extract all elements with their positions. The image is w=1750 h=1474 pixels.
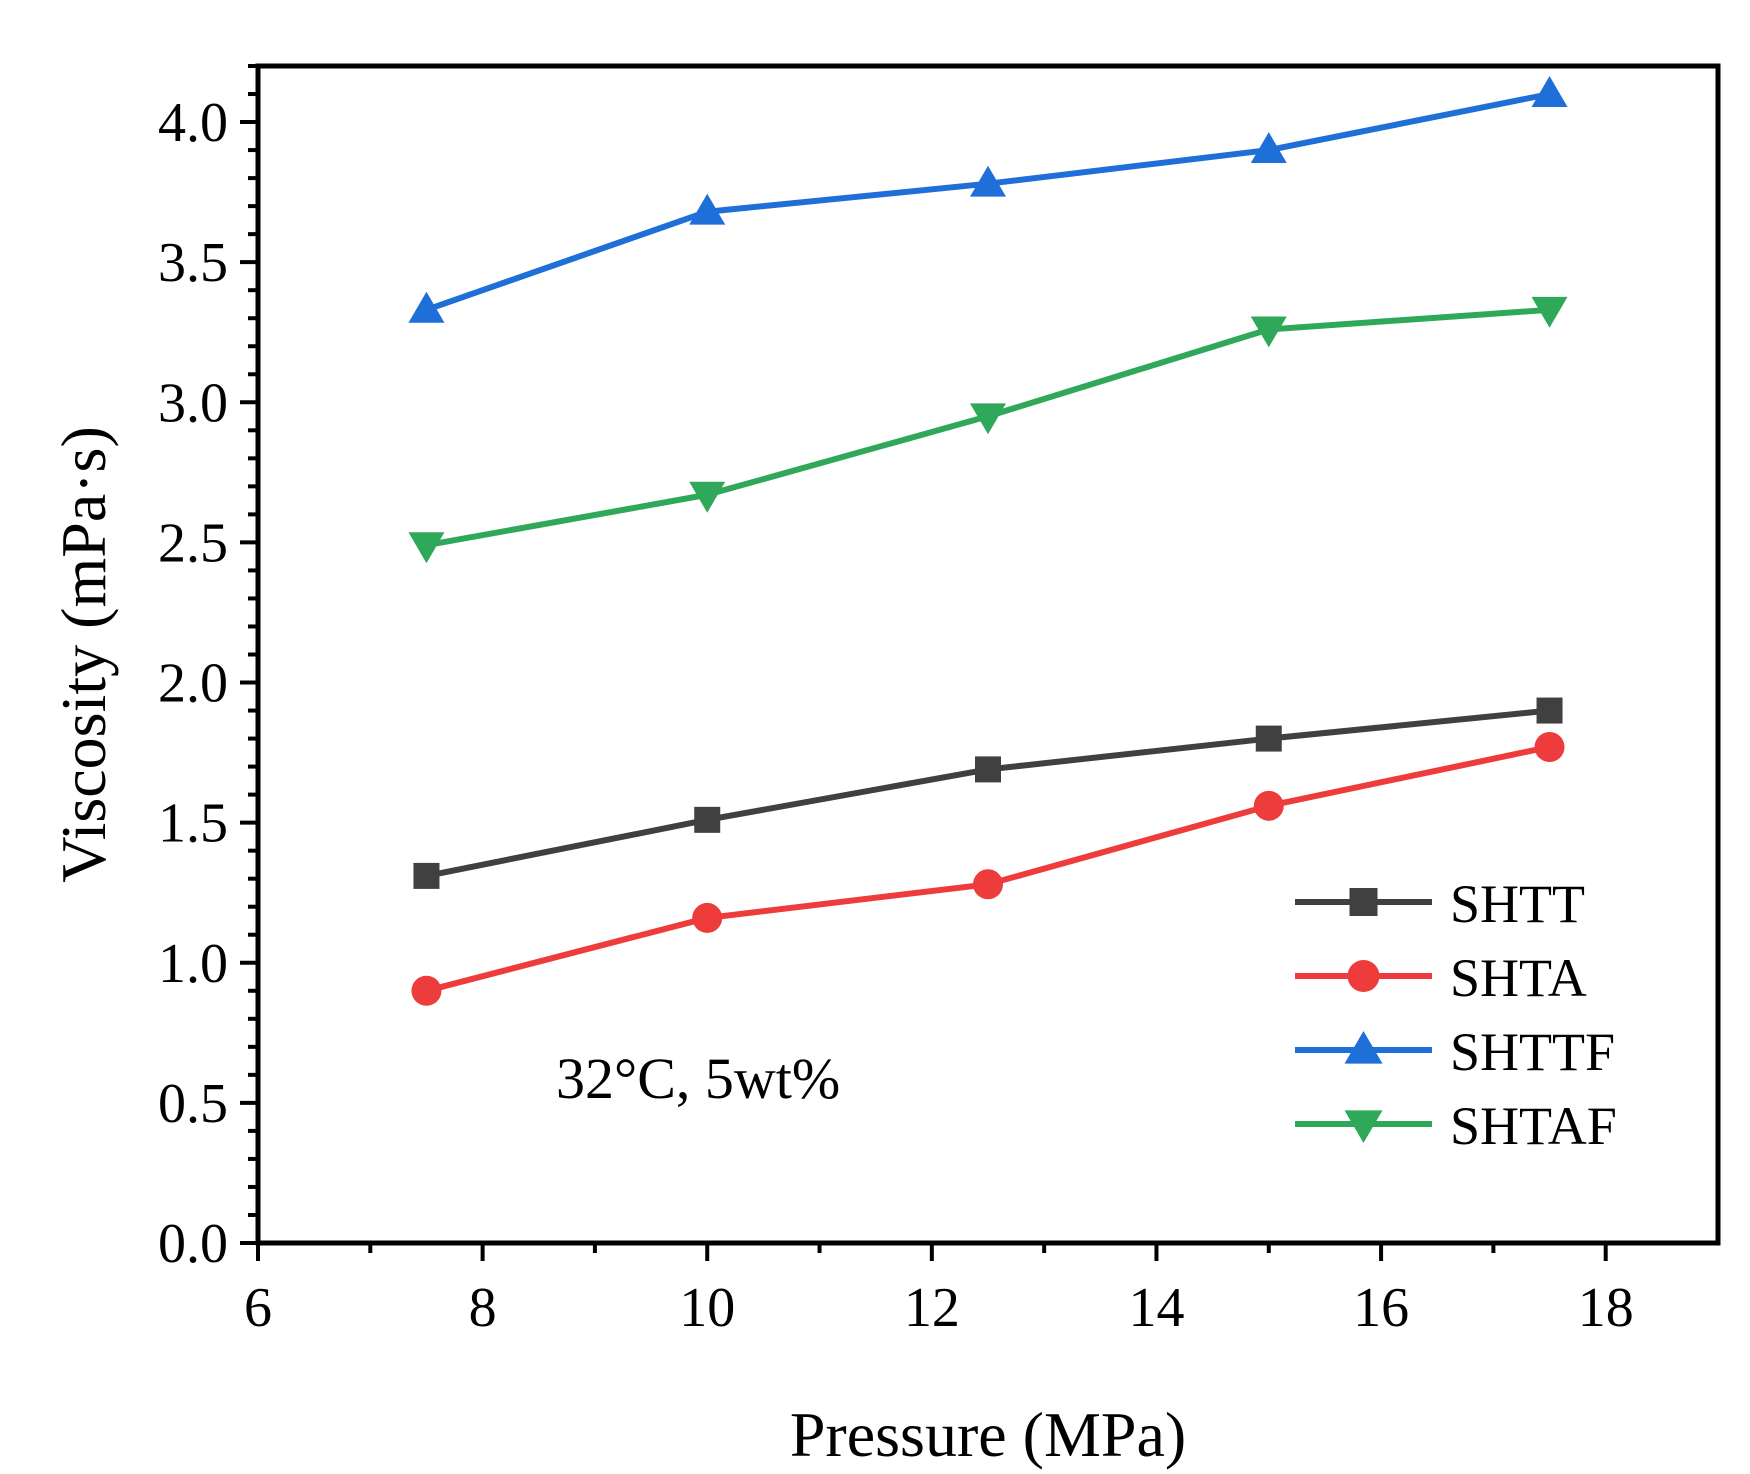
legend-marker (1344, 1110, 1383, 1143)
ticks-layer: 6 8 10 12 14 16 18 0.0 0.5 1.0 1.5 2.0 2.5 3.0 3.5 4.0 (158, 64, 1634, 1339)
series-shtaf (408, 296, 1568, 564)
data-point (689, 481, 726, 513)
y-tick-label: 2.5 (158, 512, 228, 574)
series-shtt (413, 697, 1563, 889)
x-tick-label: 6 (244, 1277, 272, 1339)
y-tick-label: 0.5 (158, 1073, 228, 1135)
x-tick-label: 14 (1128, 1277, 1184, 1339)
data-point (411, 975, 442, 1006)
y-tick-label: 4.0 (158, 92, 228, 154)
legend-label: SHTA (1450, 948, 1587, 1008)
legend-marker (1344, 1031, 1383, 1064)
y-axis-title: Viscosity (mPa·s) (48, 426, 119, 883)
data-point (970, 403, 1006, 435)
y-tick-label: 3.0 (158, 372, 228, 434)
x-tick-label: 10 (679, 1277, 735, 1339)
data-point (1531, 296, 1568, 328)
data-point (1534, 731, 1565, 762)
series-shta (411, 731, 1565, 1006)
legend-label: SHTT (1450, 874, 1585, 934)
y-tick-label: 1.0 (158, 933, 228, 995)
data-point (970, 165, 1006, 197)
data-point (1253, 790, 1284, 821)
data-point (1250, 316, 1287, 348)
data-point (1255, 725, 1282, 752)
legend-label: SHTTF (1450, 1022, 1615, 1082)
data-point (975, 756, 1001, 783)
legend-item: SHTA (1295, 948, 1587, 1008)
data-point (408, 532, 445, 564)
legend-item: SHTAF (1295, 1096, 1617, 1156)
x-axis-title: Pressure (MPa) (790, 1399, 1186, 1470)
data-point (692, 902, 723, 933)
data-point (1536, 697, 1563, 724)
x-tick-label: 18 (1578, 1277, 1634, 1339)
data-point (408, 291, 445, 323)
data-point (694, 806, 721, 833)
x-tick-label: 12 (904, 1277, 960, 1339)
series-layer (408, 76, 1568, 1006)
legend-marker (1349, 888, 1378, 916)
data-point (413, 862, 440, 889)
y-tick-label: 3.5 (158, 232, 228, 294)
data-point (973, 869, 1003, 900)
series-line (425, 707, 1550, 879)
series-line (425, 744, 1551, 994)
data-point (1250, 132, 1287, 164)
data-point (1531, 76, 1568, 107)
legend: SHTT SHTA SHTTF SHTAF (1295, 874, 1617, 1156)
y-tick-label: 2.0 (158, 653, 228, 715)
y-tick-label: 1.5 (158, 793, 228, 855)
series-shttf (408, 76, 1568, 323)
legend-marker (1347, 960, 1380, 992)
legend-item: SHTTF (1295, 1022, 1615, 1082)
x-tick-label: 8 (469, 1277, 497, 1339)
y-tick-label: 0.0 (158, 1213, 228, 1275)
legend-label: SHTAF (1450, 1096, 1617, 1156)
series-line (425, 91, 1551, 313)
data-point (689, 193, 726, 225)
x-tick-label: 16 (1353, 1277, 1409, 1339)
legend-item: SHTT (1295, 874, 1585, 934)
annotation-label: 32°C, 5wt% (556, 1046, 840, 1111)
